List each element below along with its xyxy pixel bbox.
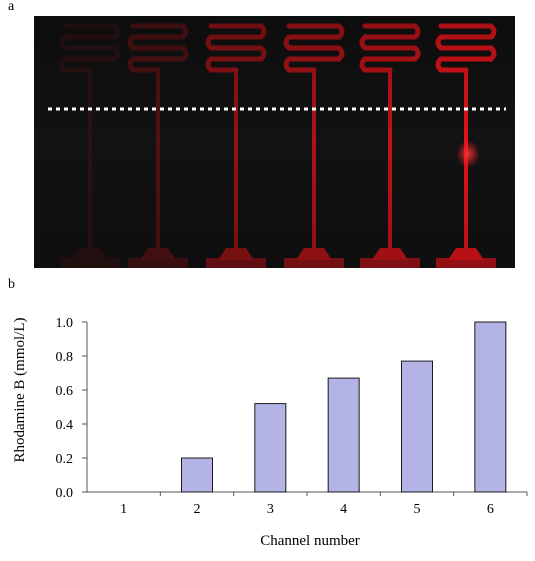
- bar-channel-4: [327, 377, 360, 493]
- y-tick-label: 1.0: [56, 316, 74, 331]
- x-tick-label: 6: [487, 502, 494, 517]
- bar-channel-2: [181, 457, 213, 493]
- panel-label-a: a: [8, 0, 15, 14]
- bar-channel-3: [254, 403, 287, 493]
- x-axis-label: Channel number: [260, 533, 360, 549]
- x-tick-label: 3: [267, 502, 274, 517]
- y-tick-label: 0.8: [56, 350, 74, 365]
- panel-label-b: b: [8, 277, 15, 292]
- y-tick-label: 0.4: [56, 418, 74, 433]
- x-tick-label: 5: [414, 502, 421, 517]
- x-tick-label: 1: [120, 502, 127, 517]
- y-tick-label: 0.0: [56, 486, 74, 501]
- x-tick-label: 2: [194, 502, 201, 517]
- y-axis-label: Rhodamine B (mmol/L): [12, 318, 28, 463]
- y-tick-label: 0.2: [56, 452, 74, 467]
- fluorescence-micrograph: [34, 16, 515, 268]
- x-tick-label: 4: [340, 502, 347, 517]
- bar-channel-5: [401, 360, 433, 493]
- y-tick-label: 0.6: [56, 384, 74, 399]
- bar-channel-6: [474, 321, 507, 493]
- rhodamine-bar-chart: 0.0 0.2 0.4 0.6 0.8 1.0 1 2 3 4 5 6 Channel number…: [0, 285, 535, 561]
